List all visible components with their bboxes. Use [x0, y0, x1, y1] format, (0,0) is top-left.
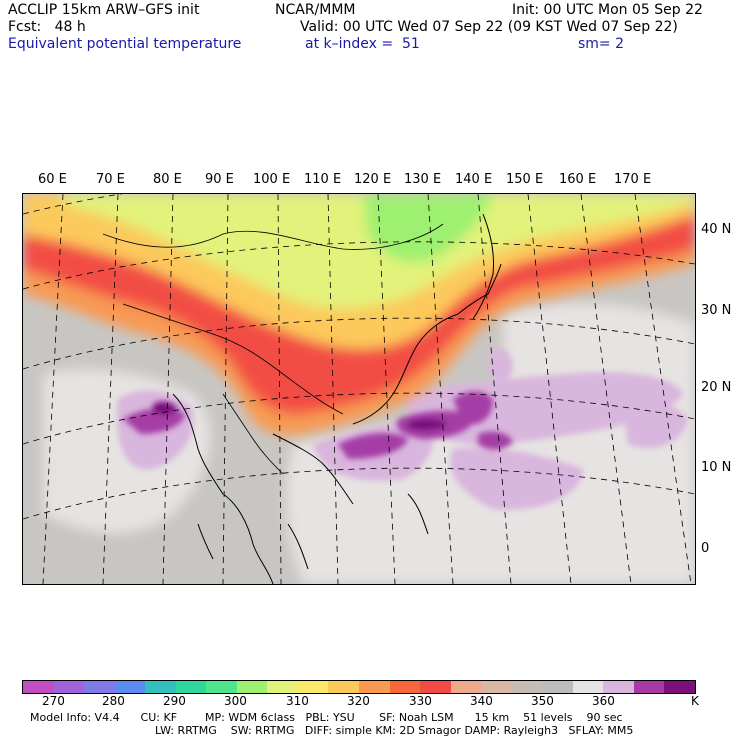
colorbar-segment [84, 681, 115, 693]
colorbar-tick: 300 [224, 694, 247, 708]
longitude-label: 100 E [253, 172, 291, 187]
lilac-field [117, 347, 688, 510]
colorbar [22, 680, 696, 694]
colorbar-segment [267, 681, 298, 693]
longitude-label: 140 E [455, 172, 493, 187]
colorbar-tick: 310 [286, 694, 309, 708]
colorbar-segment [53, 681, 85, 693]
longitude-label: 80 E [153, 172, 182, 187]
colorbar-segment [603, 681, 634, 693]
colorbar-segment [328, 681, 360, 693]
colorbar-segment [389, 681, 421, 693]
latitude-label: 40 N [701, 222, 732, 237]
longitude-label: 110 E [304, 172, 342, 187]
latitude-label: 10 N [701, 460, 732, 475]
colorbar-tick: 320 [347, 694, 370, 708]
colorbar-segment [664, 681, 696, 693]
colorbar-tick: 340 [470, 694, 493, 708]
colorbar-segment [206, 681, 237, 693]
model-info-line2: LW: RRTMG SW: RRTMG DIFF: simple KM: 2D … [155, 724, 634, 737]
colorbar-tick: 270 [42, 694, 65, 708]
colorbar-segment [633, 681, 665, 693]
coastlines [172, 213, 502, 584]
colorbar-segment [420, 681, 451, 693]
colorbar-tick: 280 [102, 694, 125, 708]
warm-field [23, 194, 695, 436]
colorbar-segment [175, 681, 207, 693]
colorbar-segment [23, 681, 54, 693]
latitude-label: 30 N [701, 303, 732, 318]
longitude-label: 150 E [506, 172, 544, 187]
colorbar-segment [450, 681, 482, 693]
smoothing-label: sm= 2 [578, 36, 625, 52]
latitude-label: 20 N [701, 380, 732, 395]
longitude-label: 120 E [354, 172, 392, 187]
theta-e-map [22, 193, 696, 585]
valid-time: Valid: 00 UTC Wed 07 Sep 22 (09 KST Wed … [300, 19, 678, 35]
field-name: Equivalent potential temperature [8, 36, 242, 52]
country-borders [102, 223, 444, 475]
graticule [23, 194, 695, 584]
forecast-hour: Fcst: 48 h [8, 19, 86, 35]
colorbar-segment [542, 681, 573, 693]
colorbar-segment [572, 681, 604, 693]
longitude-label: 130 E [404, 172, 442, 187]
longitude-label: 90 E [205, 172, 234, 187]
colorbar-segment [145, 681, 176, 693]
organization-label: NCAR/MMM [275, 2, 356, 18]
colorbar-tick: 350 [531, 694, 554, 708]
colorbar-tick: 330 [409, 694, 432, 708]
purple-field [123, 391, 513, 459]
longitude-label: 60 E [38, 172, 67, 187]
colorbar-segment [236, 681, 268, 693]
colorbar-segment [114, 681, 146, 693]
longitude-label: 70 E [96, 172, 125, 187]
longitude-label: 160 E [559, 172, 597, 187]
colorbar-segment [359, 681, 390, 693]
colorbar-segment [297, 681, 329, 693]
model-info-line1: Model Info: V4.4 CU: KF MP: WDM 6class P… [30, 711, 623, 724]
colorbar-segment [511, 681, 543, 693]
k-index-label: at k–index = 51 [305, 36, 420, 52]
colorbar-unit: K [691, 694, 699, 708]
init-time: Init: 00 UTC Mon 05 Sep 22 [512, 2, 703, 18]
colorbar-segment [481, 681, 512, 693]
latitude-label: 0 [701, 541, 710, 556]
longitude-label: 170 E [614, 172, 652, 187]
colorbar-tick: 290 [163, 694, 186, 708]
model-title: ACCLIP 15km ARW–GFS init [8, 2, 200, 18]
colorbar-tick: 360 [592, 694, 615, 708]
